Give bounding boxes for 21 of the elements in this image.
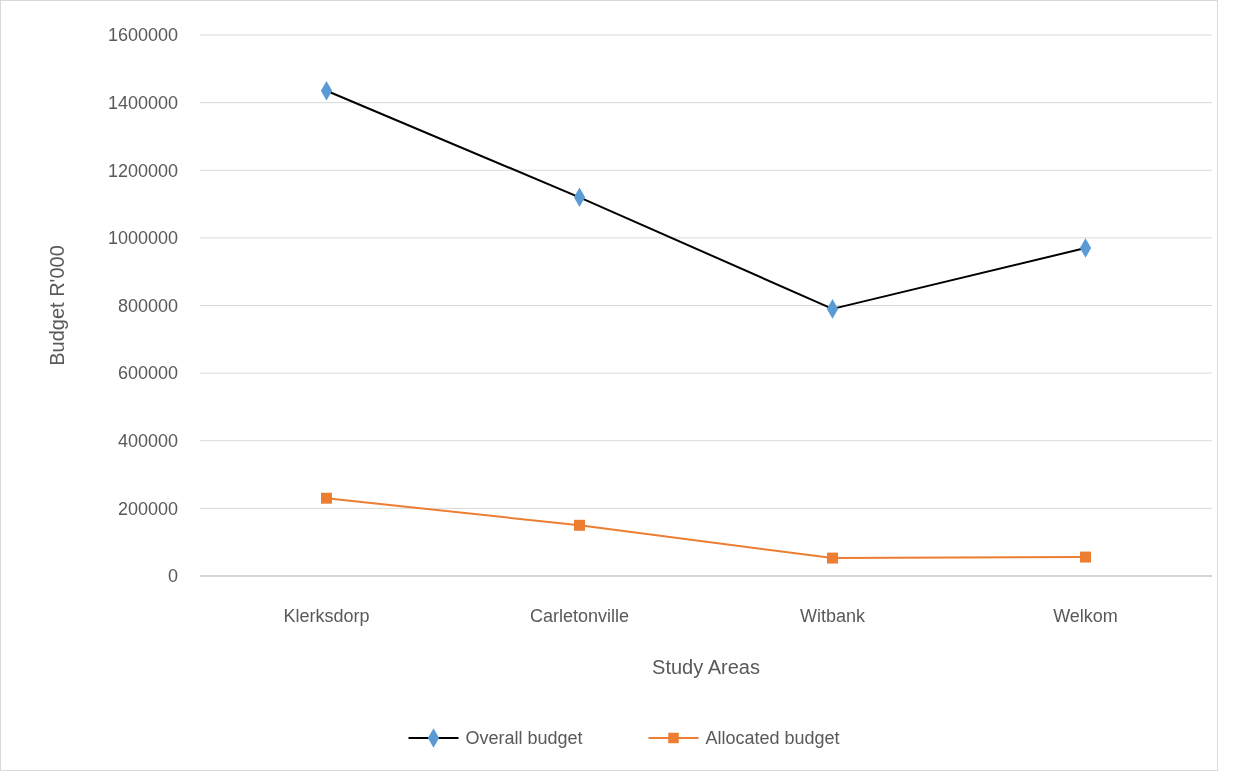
y-axis-title: Budget R'000 — [46, 245, 68, 366]
y-tick-label: 600000 — [117, 363, 178, 384]
y-tick-label: 0 — [167, 566, 178, 587]
y-tick-label: 1400000 — [107, 92, 178, 113]
legend-label: Allocated budget — [705, 728, 840, 749]
point — [1080, 551, 1091, 563]
x-tick-label: Witbank — [799, 606, 867, 626]
x-tick-label: Carletonville — [529, 606, 630, 626]
y-tick-label: 1000000 — [107, 228, 178, 249]
x-tick-label: Klerksdorp — [283, 606, 370, 626]
x-tick-label: Welkom — [1053, 606, 1118, 626]
point — [321, 492, 332, 504]
y-tick-label: 1600000 — [107, 25, 178, 46]
y-tick-label: 200000 — [117, 498, 178, 519]
y-tick-label: 400000 — [117, 431, 178, 452]
y-tick-label: 800000 — [117, 295, 178, 316]
legend-label: Overall budget — [465, 728, 583, 749]
point — [827, 552, 838, 564]
point — [574, 519, 585, 531]
y-tick-label: 1200000 — [107, 160, 178, 181]
x-axis-title: Study Areas — [652, 656, 760, 678]
